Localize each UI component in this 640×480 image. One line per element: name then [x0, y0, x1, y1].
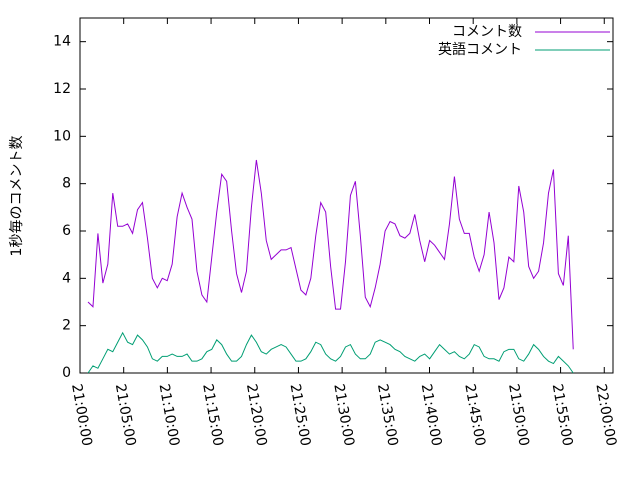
- plot-frame: [79, 17, 614, 374]
- y-tick-label: 8: [62, 176, 71, 192]
- series-line: [87, 331, 574, 374]
- x-tick-label: 21:55:00: [549, 383, 576, 448]
- x-tick-label: 21:25:00: [287, 383, 314, 448]
- y-tick-label: 14: [53, 34, 71, 50]
- y-tick-label: 4: [62, 270, 71, 286]
- x-tick-label: 21:45:00: [461, 383, 488, 448]
- x-tick-label: 21:00:00: [68, 383, 95, 448]
- x-tick-label: 21:40:00: [418, 383, 445, 448]
- x-tick-label: 22:00:00: [592, 383, 619, 448]
- y-axis-label: 1秒毎のコメント数: [9, 136, 25, 257]
- legend-label: 英語コメント: [438, 41, 522, 58]
- x-tick-label: 21:15:00: [199, 383, 226, 448]
- x-tick-label: 21:30:00: [330, 383, 357, 448]
- x-tick-label: 21:20:00: [243, 383, 270, 448]
- series-line: [87, 159, 574, 350]
- y-tick-label: 6: [62, 223, 71, 239]
- x-tick-label: 21:10:00: [155, 383, 182, 448]
- y-tick-label: 10: [53, 128, 71, 144]
- legend-label: コメント数: [452, 24, 522, 40]
- y-tick-label: 2: [62, 318, 71, 334]
- x-tick-label: 21:50:00: [505, 383, 532, 448]
- x-tick-label: 21:35:00: [374, 383, 401, 448]
- y-tick-label: 0: [62, 365, 71, 381]
- y-tick-label: 12: [53, 81, 71, 97]
- x-tick-label: 21:05:00: [112, 383, 139, 448]
